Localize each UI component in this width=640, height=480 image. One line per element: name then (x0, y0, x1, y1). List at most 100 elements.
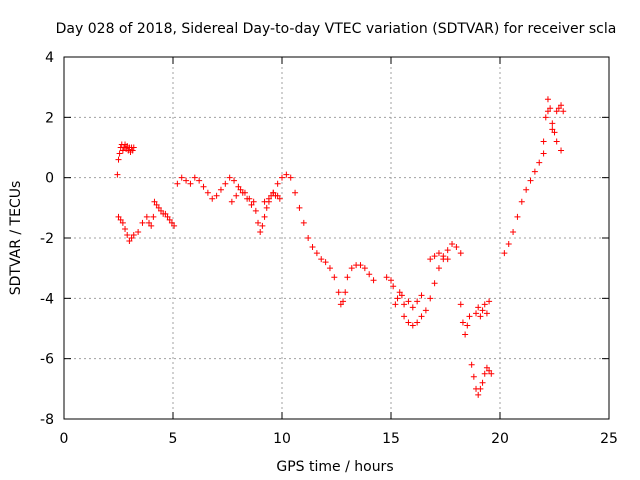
data-point (204, 189, 211, 196)
data-point (196, 177, 203, 184)
data-point (348, 265, 355, 272)
data-point (440, 253, 447, 260)
data-point (398, 292, 405, 299)
data-point (390, 283, 397, 290)
y-tick-label: -2 (40, 231, 54, 247)
data-point (383, 274, 390, 281)
data-point (241, 189, 248, 196)
data-point (394, 295, 401, 302)
data-point (158, 207, 165, 214)
data-point (464, 322, 471, 329)
data-point (115, 213, 122, 220)
data-point (114, 171, 121, 178)
data-point (401, 301, 408, 308)
data-point (479, 307, 486, 314)
data-point (274, 180, 281, 187)
y-tick-label: 2 (45, 110, 54, 126)
y-tick-label: -8 (40, 412, 54, 428)
data-point (473, 310, 480, 317)
data-point (481, 301, 488, 308)
grid-lines (64, 57, 609, 419)
data-point (470, 373, 477, 380)
data-point (481, 370, 488, 377)
data-point (250, 198, 257, 205)
x-tick-label: 10 (273, 431, 291, 447)
axis-ticks: 0 5 10 15 20 25 -8 -6 -4 -2 0 2 4 (40, 50, 618, 447)
data-point (257, 228, 264, 235)
data-point (553, 138, 560, 145)
data-point (128, 235, 135, 241)
data-point (427, 295, 434, 302)
data-point (344, 274, 351, 281)
data-point (259, 222, 266, 229)
data-point (370, 277, 377, 284)
data-point (130, 231, 137, 238)
data-point (475, 304, 482, 311)
data-point (150, 213, 157, 220)
data-point (527, 177, 534, 184)
y-tick-label: -6 (40, 352, 54, 368)
data-point (486, 298, 493, 305)
data-point (536, 159, 543, 166)
data-point (435, 250, 442, 257)
data-point (422, 307, 429, 314)
data-point (135, 228, 142, 235)
data-point (226, 174, 233, 181)
data-point (477, 385, 484, 392)
data-point (342, 289, 349, 296)
data-point (547, 105, 554, 112)
data-point (488, 370, 495, 377)
data-point (549, 120, 556, 127)
data-point (309, 244, 316, 251)
data-point (409, 322, 416, 329)
data-point (119, 147, 126, 154)
data-point (518, 198, 525, 205)
data-point (213, 192, 220, 199)
data-point (549, 126, 556, 133)
data-point (168, 219, 175, 226)
data-point (252, 207, 259, 214)
data-point (276, 195, 283, 202)
data-point (560, 108, 567, 115)
data-point (222, 180, 229, 187)
data-point (531, 168, 538, 175)
data-point (155, 204, 162, 211)
data-point (475, 391, 482, 398)
data-point (449, 241, 456, 248)
y-tick-label: -4 (40, 291, 54, 307)
data-point (414, 319, 421, 326)
data-point (418, 292, 425, 299)
data-point (292, 189, 299, 196)
data-point (357, 262, 364, 269)
data-point (116, 150, 123, 157)
data-point (143, 213, 150, 220)
data-point (466, 313, 473, 320)
data-point (405, 298, 412, 305)
data-point (233, 192, 240, 199)
x-tick-label: 20 (491, 431, 509, 447)
x-tick-label: 25 (600, 431, 618, 447)
data-point (553, 108, 560, 115)
data-point (483, 310, 490, 317)
data-point (457, 301, 464, 308)
data-point (283, 171, 290, 178)
data-point (366, 271, 373, 278)
data-point (477, 313, 484, 320)
data-point (191, 174, 198, 181)
y-tick-label: 0 (45, 171, 54, 187)
data-point (409, 304, 416, 311)
data-point (217, 186, 224, 193)
y-tick-label: 4 (45, 50, 54, 66)
data-point (427, 256, 434, 263)
data-point (523, 186, 530, 193)
data-point (444, 256, 451, 263)
data-point (555, 105, 562, 112)
data-point (174, 180, 181, 187)
data-point (444, 247, 451, 254)
data-point (331, 274, 338, 281)
x-tick-label: 0 (60, 431, 69, 447)
data-point (200, 183, 207, 190)
data-point (300, 219, 307, 226)
data-point (187, 180, 194, 187)
data-point (501, 250, 508, 257)
